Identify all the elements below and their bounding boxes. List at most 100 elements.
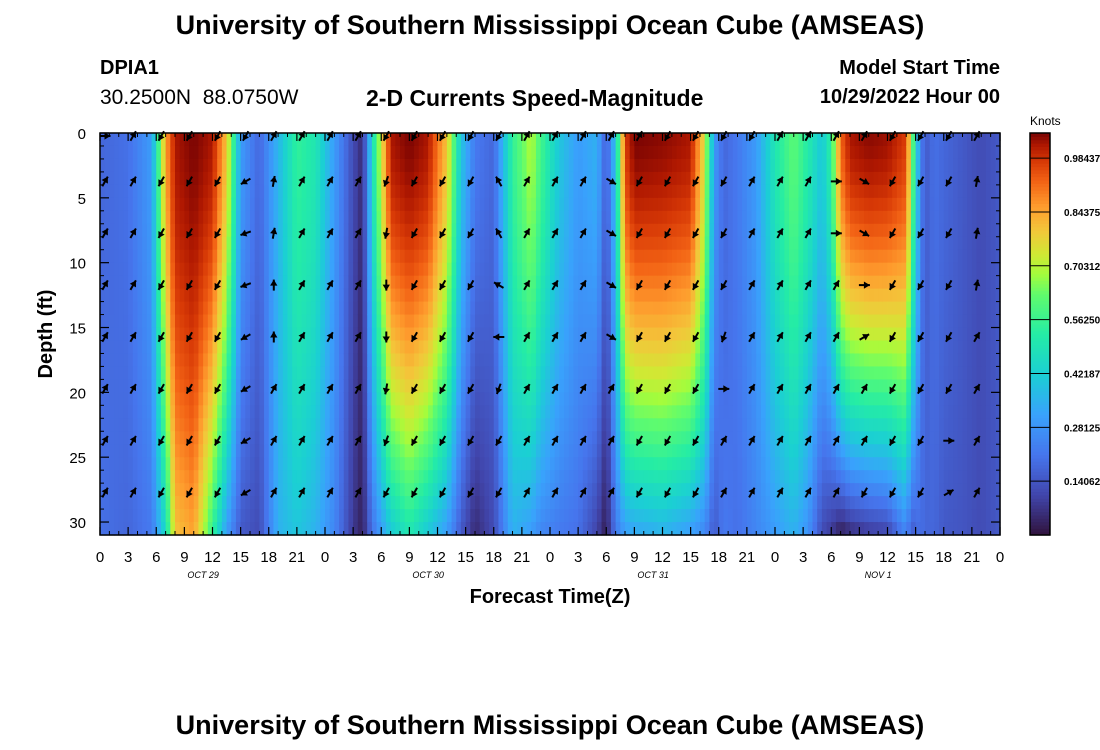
heat-cell [629,158,635,173]
heat-cell [521,444,528,458]
heat-cell [109,158,115,173]
heat-cell [165,509,171,523]
heat-cell [456,379,462,393]
heat-cell [254,301,260,316]
heat-cell [812,418,818,432]
heat-cell [273,301,279,316]
heat-cell [484,470,490,484]
heat-cell [118,522,125,536]
heat-cell [315,444,321,458]
heat-cell [329,301,335,316]
heat-cell [151,496,157,510]
heat-cell [807,288,814,303]
heat-cell [132,301,139,316]
heat-cell [142,314,148,329]
heat-cell [545,275,551,290]
heat-cell [568,314,575,329]
heat-cell [348,210,354,225]
heat-cell [531,379,537,393]
heat-cell [521,405,528,419]
heat-cell [132,470,139,484]
heat-cell [770,236,776,251]
heat-cell [489,353,495,368]
heat-cell [118,262,125,277]
heat-cell [517,496,523,510]
heat-cell [817,236,823,251]
heat-cell [826,444,832,458]
heat-cell [160,301,167,316]
heat-cell [615,301,621,316]
heat-cell [728,249,734,264]
heat-cell [592,288,598,303]
heat-cell [334,158,340,173]
heat-cell [456,522,462,536]
heat-cell [245,210,251,225]
heat-cell [334,431,340,445]
heat-cell [287,522,293,536]
heat-cell [282,210,289,225]
heat-cell [807,145,814,160]
heat-cell [723,392,729,406]
heat-cell [282,509,289,523]
heat-cell [315,405,321,419]
heat-cell [798,249,804,264]
heat-cell [325,496,331,510]
heat-cell [709,457,715,471]
heat-cell [465,483,471,497]
heat-cell [559,509,565,523]
heat-cell [156,327,162,342]
heat-cell [634,379,640,393]
heat-cell [592,444,598,458]
heat-cell [231,496,237,510]
heat-cell [100,249,106,264]
heat-cell [648,379,654,393]
heat-cell [235,392,242,406]
heat-cell [826,158,832,173]
heat-cell [493,158,500,173]
heat-cell [657,158,664,173]
heat-cell [634,483,640,497]
heat-cell [610,522,617,536]
heat-cell [418,171,425,186]
heat-cell [226,483,232,497]
heat-cell [507,340,514,355]
heat-cell [737,145,743,160]
heat-cell [184,366,190,380]
heat-cell [142,210,148,225]
heat-cell [521,431,528,445]
heat-cell [184,210,190,225]
heat-cell [114,249,120,264]
heat-cell [128,496,134,510]
heat-cell [489,184,495,199]
heat-cell [325,379,331,393]
heat-cell [292,418,298,432]
heat-cell [507,158,514,173]
heat-cell [146,418,153,432]
heat-cell [142,379,148,393]
heat-cell [278,340,284,355]
heat-cell [282,483,289,497]
heat-cell [151,223,157,238]
heat-cell [367,133,373,147]
heat-cell [578,288,584,303]
heat-cell [250,366,256,380]
heat-cell [695,522,701,536]
heat-cell [179,262,185,277]
heat-cell [732,288,739,303]
heat-cell [826,457,832,471]
heat-cell [493,353,500,368]
heat-cell [475,288,481,303]
heat-cell [395,158,401,173]
heat-cell [212,405,218,419]
heat-cell [160,405,167,419]
heat-cell [484,457,490,471]
heat-cell [695,145,701,160]
heat-cell [807,133,814,147]
heat-cell [559,340,565,355]
heat-cell [357,314,364,329]
heat-cell [751,366,757,380]
heat-cell [353,288,359,303]
heat-cell [437,236,443,251]
heat-cell [657,327,664,342]
heat-cell [456,483,462,497]
